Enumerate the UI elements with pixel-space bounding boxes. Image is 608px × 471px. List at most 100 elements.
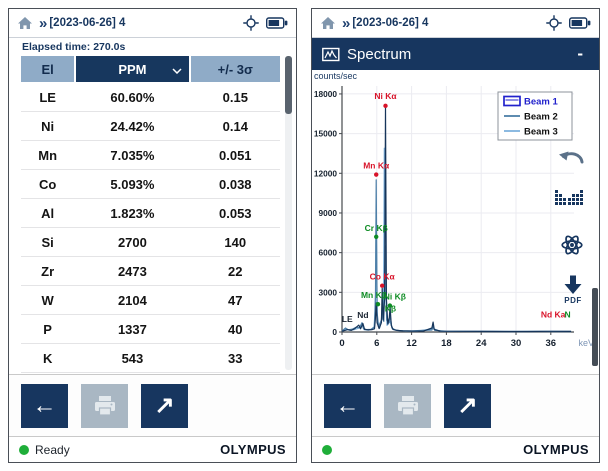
print-button[interactable] [384, 383, 431, 428]
cell-value: 2104 [117, 292, 147, 308]
results-table-body: LE 60.60% 0.15 Ni 24.42% 0.14 Mn 7.035% 0.051 Co 5… [21, 83, 280, 373]
minimize-button[interactable]: - [577, 44, 583, 63]
peak-marker [387, 303, 393, 308]
peak-label: LE [342, 314, 353, 324]
pdf-download-icon [564, 275, 582, 294]
breadcrumb-chevron-icon: » [39, 14, 47, 32]
table-row[interactable]: Al 1.823% 0.053 [21, 199, 280, 228]
header-unit[interactable]: PPM [76, 56, 189, 82]
pdf-label: PDF [564, 296, 582, 305]
home-icon[interactable] [320, 16, 336, 30]
legend-label: Beam 2 [524, 112, 558, 123]
brand-logo: OLYMPUS [220, 442, 286, 457]
cell-error: 0.053 [219, 205, 252, 221]
table-scrollbar-thumb[interactable] [285, 56, 292, 114]
bottom-toolbar: ← ↗ [312, 374, 599, 436]
x-tick-label: 6 [374, 338, 379, 349]
peak-marker [374, 172, 379, 177]
cell-error: 40 [228, 321, 243, 337]
table-row[interactable]: K 543 33 [21, 344, 280, 373]
legend-label: Beam 1 [524, 97, 559, 108]
y-tick-label: 15000 [314, 129, 337, 139]
panel-title: Spectrum [347, 45, 412, 63]
table-row[interactable]: Co 5.093% 0.038 [21, 170, 280, 199]
y-tick-label: 3000 [319, 287, 338, 297]
peak-label: Co Kα [370, 272, 396, 282]
battery-icon [266, 17, 288, 29]
peak-marker [383, 103, 388, 109]
cell-value: 1.823% [110, 205, 155, 221]
cell-error: 0.051 [219, 147, 252, 163]
printer-icon [397, 395, 418, 416]
cell-error: 0.14 [222, 118, 248, 134]
header-error[interactable]: +/- 3σ [190, 56, 280, 82]
cell-value: 1337 [117, 321, 147, 337]
cell-error: 33 [228, 350, 243, 366]
table-row[interactable]: LE 60.60% 0.15 [21, 83, 280, 112]
back-arrow-icon: ← [32, 391, 57, 419]
breadcrumb-chevron-icon: » [342, 14, 350, 32]
peak-marker [374, 234, 379, 239]
cell-value: 2473 [117, 263, 147, 279]
cell-element: Ni [41, 118, 55, 134]
table-row[interactable]: Ni 24.42% 0.14 [21, 112, 280, 141]
pdf-export-button[interactable]: PDF [561, 275, 585, 305]
home-icon[interactable] [17, 16, 33, 30]
x-tick-label: 24 [476, 338, 487, 349]
aim-indicator-icon [546, 15, 562, 31]
cell-error: 0.038 [219, 176, 252, 192]
legend-box-icon [503, 95, 521, 107]
breadcrumb[interactable]: [2023-06-26] 4 [352, 17, 429, 29]
bottom-toolbar: ← ↗ [9, 374, 296, 436]
print-button[interactable] [81, 383, 128, 428]
cell-element: Si [41, 234, 54, 250]
results-table-header: El PPM +/- 3σ [21, 56, 280, 82]
x-tick-label: 0 [339, 338, 344, 349]
periodic-table-button[interactable] [555, 190, 585, 207]
aim-indicator-icon [243, 15, 259, 31]
chart-scrollbar-thumb[interactable] [592, 288, 598, 366]
undo-zoom-button[interactable] [557, 146, 585, 166]
table-row[interactable]: P 1337 40 [21, 315, 280, 344]
cell-element: Zr [41, 263, 55, 279]
peak-label: Kβ [385, 303, 396, 313]
table-row[interactable]: W 2104 47 [21, 286, 280, 315]
peak-marker [379, 283, 385, 288]
x-tick-label: 12 [406, 338, 417, 349]
y-tick-label: 6000 [319, 248, 338, 258]
back-button[interactable]: ← [21, 383, 68, 428]
cell-error: 140 [224, 234, 247, 250]
element-settings-button[interactable] [559, 232, 585, 258]
peak-label: N [565, 309, 571, 319]
status-bar: Ready OLYMPUS [9, 436, 296, 462]
atom-icon [561, 235, 583, 255]
header-element[interactable]: El [21, 56, 75, 82]
export-button[interactable]: ↗ [141, 383, 188, 428]
cell-error: 47 [228, 292, 243, 308]
export-button[interactable]: ↗ [444, 383, 491, 428]
spectrum-panel: » [2023-06-26] 4 Spectrum - 0 3000 6000 900… [311, 8, 600, 463]
spectrum-chart[interactable]: 0 3000 6000 9000 12000 15000 18000 0 6 12 18 24 30 36… [312, 70, 599, 374]
export-arrow-icon: ↗ [457, 392, 478, 419]
table-row[interactable]: Si 2700 140 [21, 228, 280, 257]
cell-element: Co [38, 176, 57, 192]
cell-element: P [43, 321, 52, 337]
chevron-down-icon [172, 68, 182, 74]
peak-label: Cr Kβ [365, 223, 388, 233]
results-panel: » [2023-06-26] 4 Elapsed time: 270.0s El… [8, 8, 297, 463]
spectrum-title-bar: Spectrum - [312, 38, 599, 70]
x-tick-label: 30 [511, 338, 522, 349]
peak-label: Nd Ka [541, 309, 566, 319]
table-row[interactable]: Zr 2473 22 [21, 257, 280, 286]
legend[interactable]: Beam 1 Beam 2 Beam 3 [497, 91, 573, 141]
breadcrumb[interactable]: [2023-06-26] 4 [49, 17, 126, 29]
cell-value: 2700 [117, 234, 147, 250]
table-row[interactable]: Mn 7.035% 0.051 [21, 141, 280, 170]
cell-value: 7.035% [110, 147, 155, 163]
back-button[interactable]: ← [324, 383, 371, 428]
spectrum-icon [322, 47, 340, 61]
cell-error: 0.15 [222, 89, 248, 105]
x-axis-unit: keV [578, 338, 594, 348]
table-scrollbar[interactable] [285, 56, 292, 370]
